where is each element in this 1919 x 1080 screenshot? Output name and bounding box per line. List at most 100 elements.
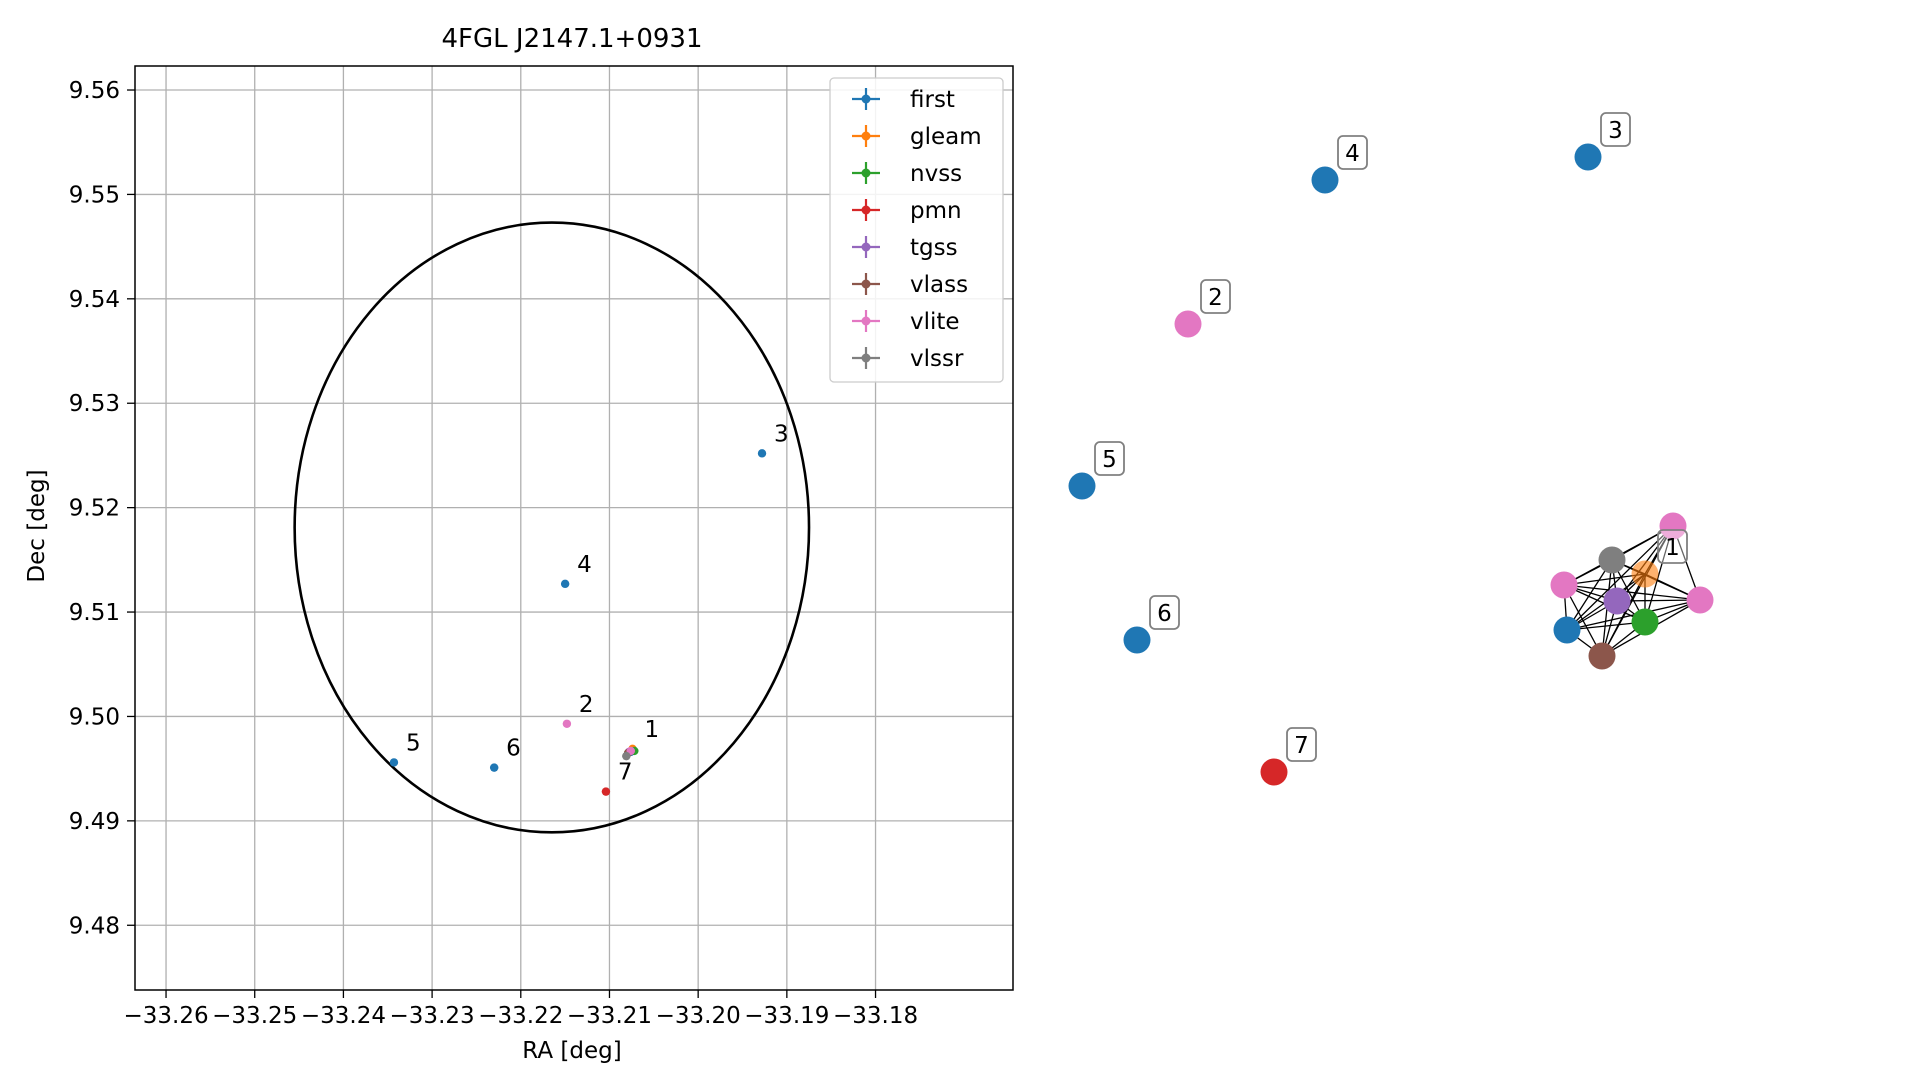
sky-plot: 3 4 5 6 17 2 −33.26 −33.25 −33.24 −33.23 −33.22 −3… [24,24,1014,1064]
y-tick-label: 9.52 [69,496,120,522]
legend-marker [861,131,871,141]
legend: first gleam nvss pmn tgss vlass vlite vlssr [829,77,1004,383]
network-edge [1563,584,1701,601]
network-node [1659,512,1687,540]
legend-label: pmn [910,198,962,224]
network-node [1631,560,1659,588]
network-node [1686,586,1714,614]
legend-marker [861,279,871,289]
legend-label: gleam [910,124,982,150]
node-label: 7 [1294,733,1309,759]
node-label: 5 [1102,447,1117,473]
node-label-box [1286,727,1317,762]
node-label-box [1600,112,1631,147]
legend-entry-gleam: gleam [852,124,982,150]
network-node [1260,758,1288,786]
fermi-error-ellipse [293,221,811,834]
point-marker [489,763,499,772]
node-label: 3 [1608,118,1623,144]
node-label: 2 [1208,285,1223,311]
y-tick-label: 9.53 [69,391,120,417]
x-tick-label: −33.19 [744,1003,829,1029]
legend-entry-nvss: nvss [852,161,962,187]
y-tick-label: 9.50 [69,704,120,730]
node-label: 1 [1665,535,1680,561]
axes-frame [134,65,1014,991]
match-network: 3 4 2 5 6 7 1 [1068,112,1714,786]
x-axis-label: RA [deg] [522,1038,621,1064]
x-tick-label: −33.20 [656,1003,741,1029]
network-node-labels: 3 4 2 5 6 7 1 [1094,112,1688,762]
network-node [1588,642,1616,670]
network-node [1553,616,1581,644]
point-marker [389,758,399,767]
legend-marker [861,205,871,215]
legend-entry-vlite: vlite [852,309,960,335]
network-node [1603,587,1631,615]
legend-label: vlssr [910,346,964,372]
legend-marker [861,168,871,178]
point-labels: 3 4 5 6 17 2 [406,421,789,785]
network-edge [1566,559,1613,631]
legend-label: vlite [910,309,960,335]
node-label-box [1337,135,1368,170]
data-point-first [389,758,399,767]
point-marker [560,579,570,589]
network-node [1574,143,1602,171]
point-label: 3 [774,421,789,447]
point-label: 5 [406,730,421,756]
node-label: 6 [1157,601,1172,627]
legend-label: tgss [910,235,958,261]
legend-entry-tgss: tgss [852,235,958,261]
legend-marker [861,353,871,363]
legend-label: vlass [910,272,968,298]
network-edge [1644,525,1674,623]
data-point-first [560,579,570,589]
x-tick-label: −33.23 [390,1003,475,1029]
node-label-box [1657,529,1688,564]
legend-entry-first: first [852,87,955,113]
x-tick-label: −33.22 [478,1003,563,1029]
point-marker [622,751,631,761]
node-label: 4 [1345,141,1360,167]
network-node [1598,546,1626,574]
point-marker [562,719,572,728]
x-tick-label: −33.24 [301,1003,386,1029]
network-edge [1601,573,1646,657]
data-point-first [757,449,767,458]
point-label: 7 [618,760,633,786]
x-tick-label: −33.21 [567,1003,652,1029]
point-marker [757,449,767,458]
y-tick-label: 9.49 [69,809,120,835]
y-tick-label: 9.48 [69,913,120,939]
point-label: 2 [579,692,594,718]
point-label: 1 [645,717,660,743]
chart-title: 4FGL J2147.1+0931 [442,24,703,54]
grid [135,66,1013,990]
point-label: 4 [577,552,592,578]
legend-marker [861,94,871,104]
legend-entry-vlass: vlass [852,272,968,298]
y-tick-label: 9.51 [69,600,120,626]
network-node [1174,310,1202,338]
network-node [1123,626,1151,654]
legend-marker [861,242,871,252]
legend-marker [861,316,871,326]
legend-label: first [910,87,955,113]
point-label: 6 [506,736,521,762]
x-tick-label: −33.26 [123,1003,208,1029]
network-node [1068,472,1096,500]
network-node [1550,571,1578,599]
network-node [1311,166,1339,194]
network-nodes [1068,143,1714,786]
legend-entry-pmn: pmn [852,198,962,224]
y-tick-label: 9.54 [69,287,120,313]
data-point-first [489,763,499,772]
error-ellipse [293,221,811,834]
data-point-pmn [601,787,611,796]
node-label-box [1094,441,1125,476]
x-axis-ticks: −33.26 −33.25 −33.24 −33.23 −33.22 −33.21 −33.… [123,990,918,1029]
data-points [389,449,767,796]
point-marker [601,787,611,796]
